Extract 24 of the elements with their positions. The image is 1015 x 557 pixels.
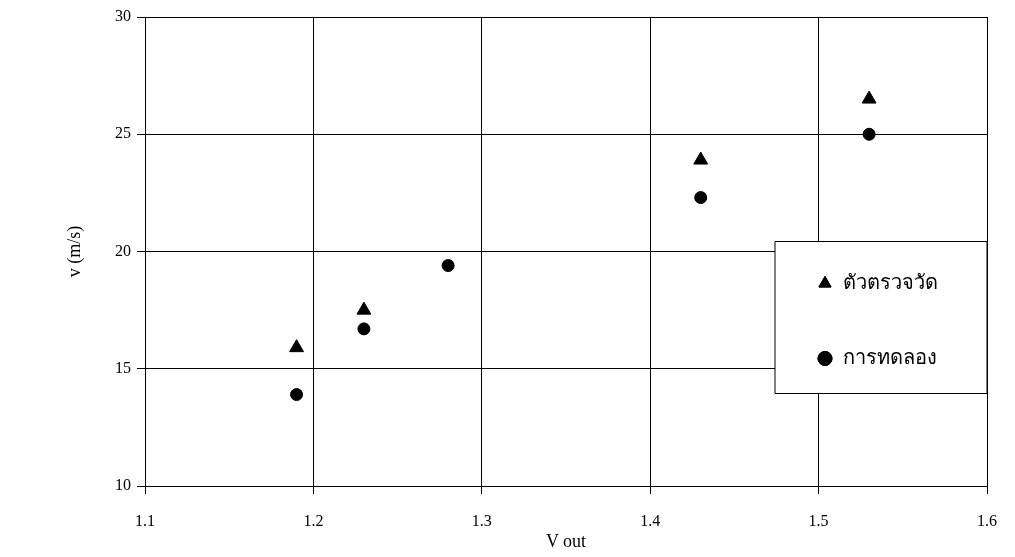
y-tick-label: 15 [115, 358, 131, 376]
x-axis-title: V out [545, 530, 587, 551]
point [289, 339, 304, 353]
y-tick-label: 20 [115, 241, 131, 259]
x-tick-label: 1.6 [977, 511, 997, 529]
point [357, 322, 371, 336]
point [862, 127, 876, 141]
legend-label: การทดลอง [843, 345, 937, 368]
point [290, 388, 304, 402]
y-tick-label: 10 [115, 476, 131, 494]
x-tick-label: 1.2 [303, 511, 324, 529]
y-tick-label: 30 [115, 7, 131, 25]
point [441, 259, 455, 273]
point [694, 191, 708, 205]
x-tick-label: 1.3 [471, 511, 492, 529]
x-tick-label: 1.1 [135, 511, 155, 529]
y-axis-title: v (m/s) [63, 225, 85, 278]
point [861, 90, 877, 104]
y-tick-label: 25 [115, 124, 131, 142]
legend-label: ตัวตรวจวัด [843, 270, 938, 293]
x-tick-label: 1.4 [640, 511, 661, 529]
point [693, 151, 709, 165]
x-tick-label: 1.5 [808, 511, 829, 529]
point [356, 301, 372, 315]
